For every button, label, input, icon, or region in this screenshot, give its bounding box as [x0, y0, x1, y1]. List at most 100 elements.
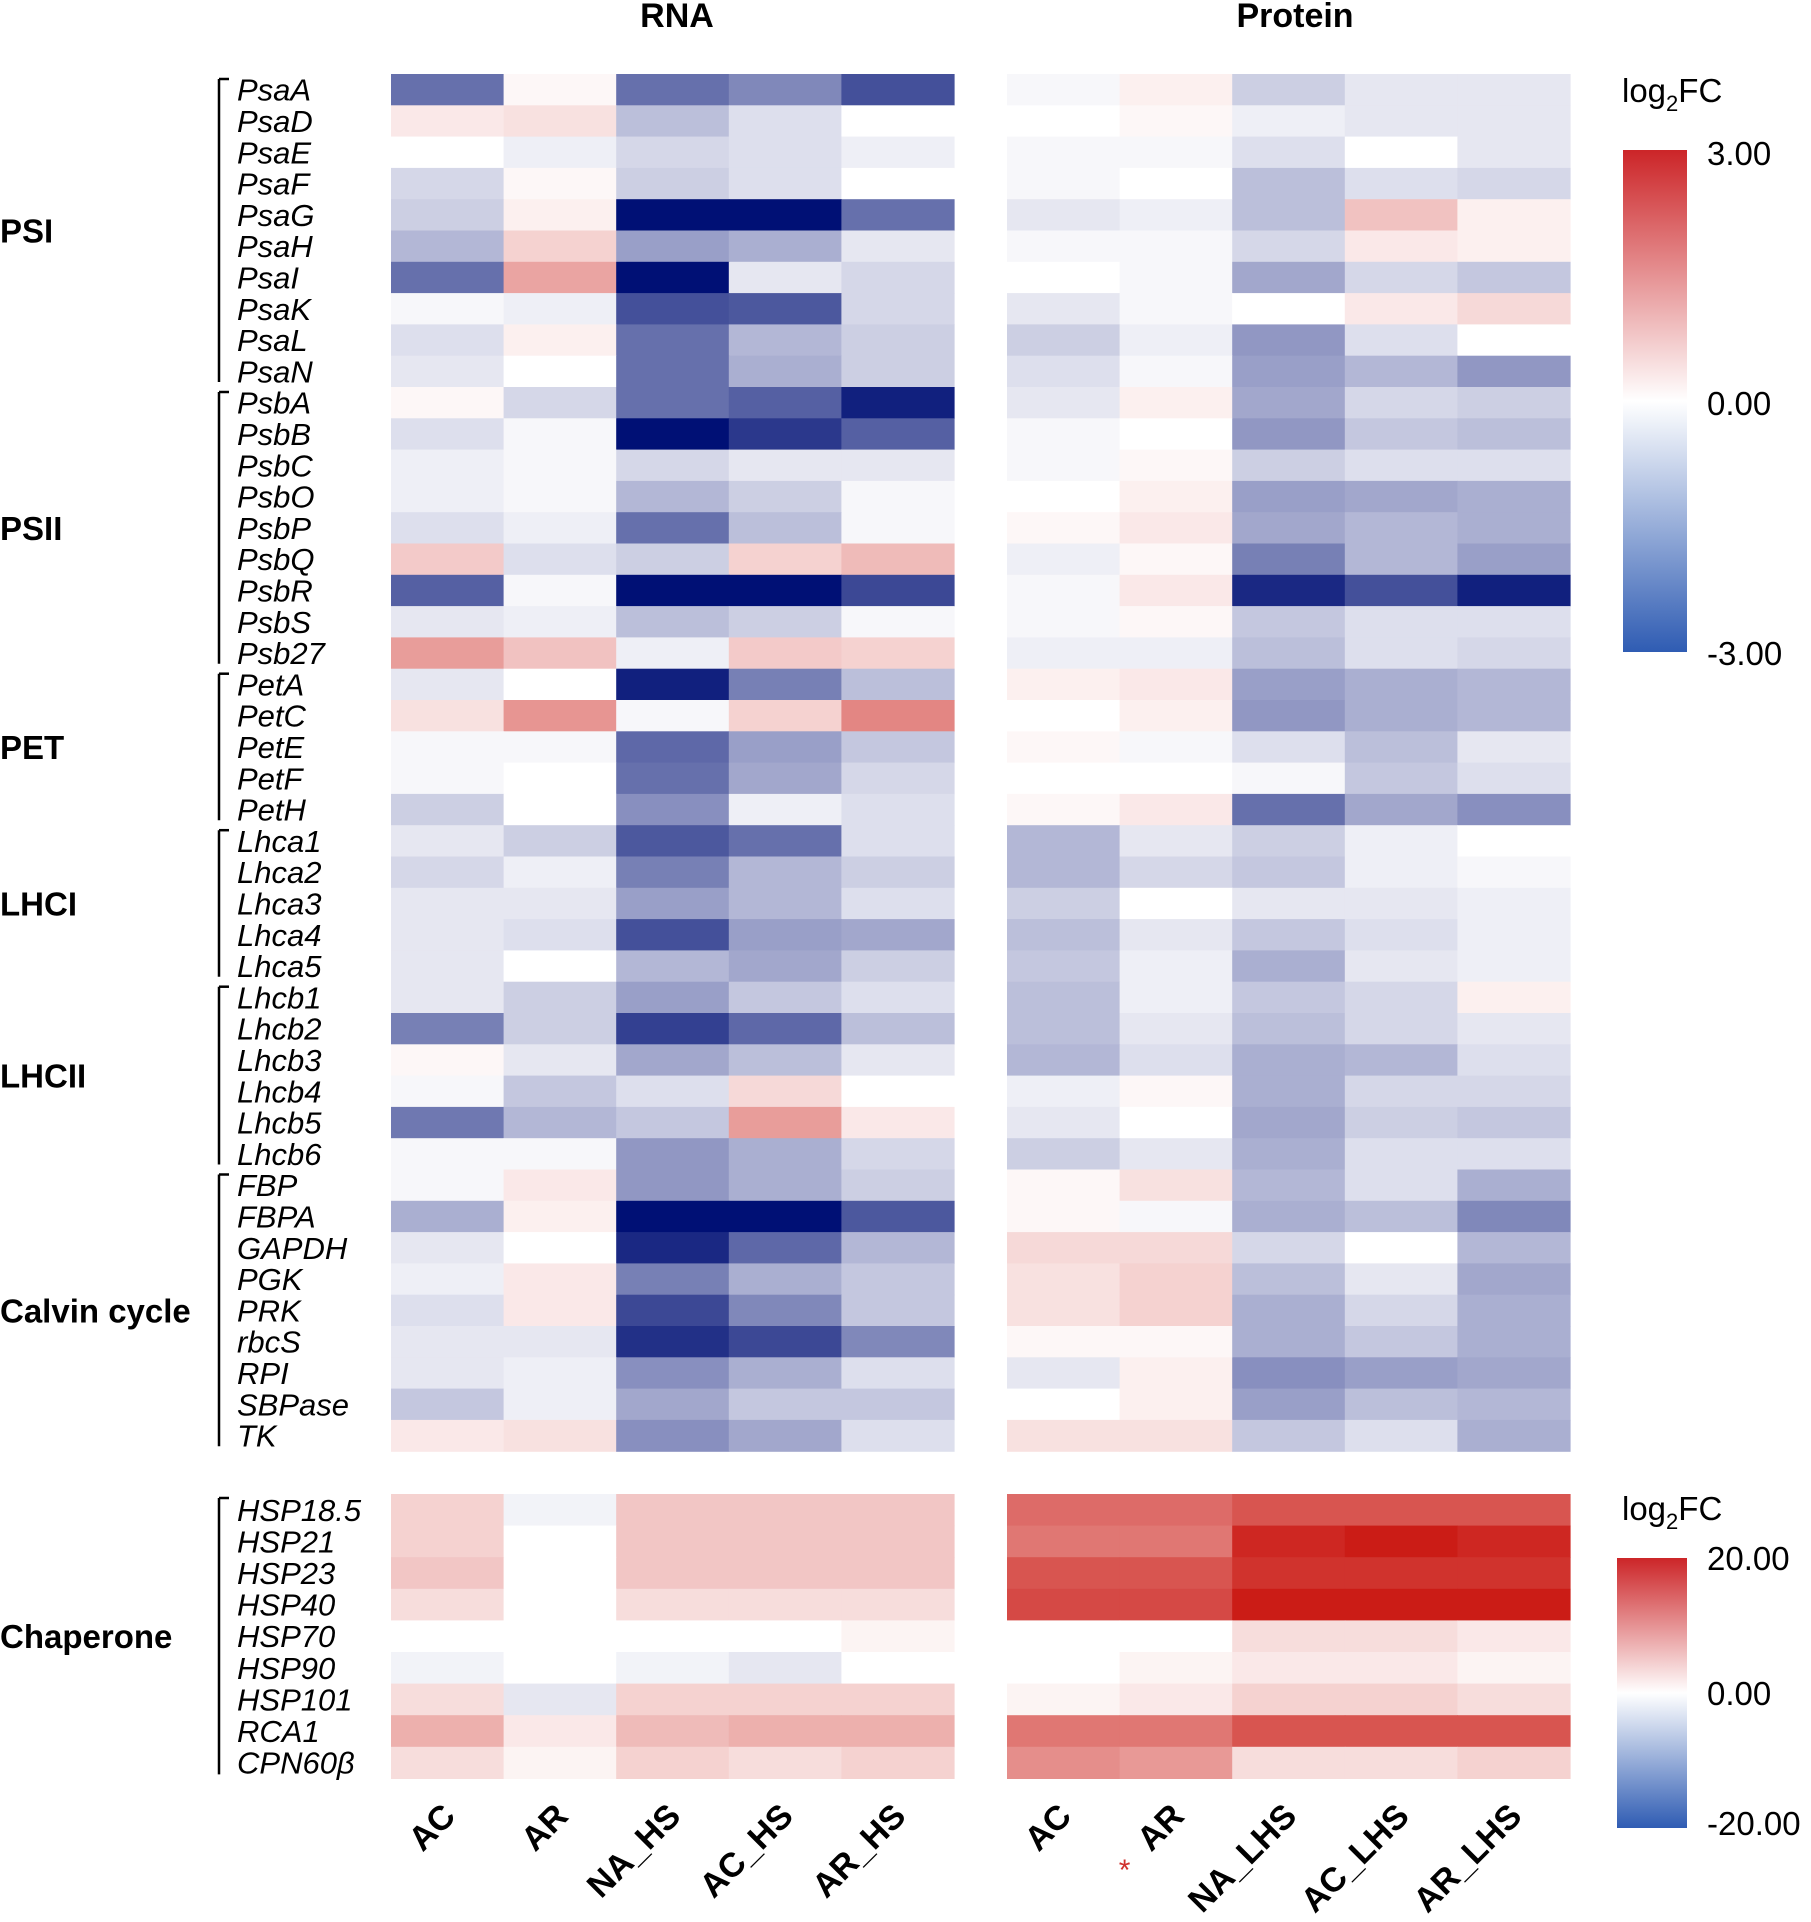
protein-top-cell-r35-c4 [1457, 1169, 1571, 1202]
protein-bottom-cell-r8-c4 [1457, 1746, 1571, 1779]
rna-top-cell-r5-c3 [728, 230, 842, 263]
rna-bottom-cell-r3-c2 [616, 1588, 730, 1621]
rna-top-cell-r29-c0 [391, 981, 505, 1014]
rna-bottom-cell-r5-c2 [616, 1652, 730, 1685]
gene-label: PsbS [237, 605, 311, 640]
protein-top-cell-r42-c4 [1457, 1388, 1571, 1421]
protein-top-cell-r8-c3 [1344, 324, 1458, 357]
rna-bottom-cell-r7-c3 [728, 1715, 842, 1748]
protein-column-label: NA_LHS [1181, 1797, 1304, 1920]
rna-top-cell-r2-c4 [841, 136, 955, 169]
rna-bottom-cell-r5-c1 [503, 1652, 617, 1685]
rna-top-cell-r33-c3 [728, 1106, 842, 1139]
rna-top-cell-r39-c3 [728, 1294, 842, 1327]
rna-top-cell-r38-c3 [728, 1263, 842, 1296]
protein-top-cell-r13-c0 [1007, 480, 1121, 513]
protein-top-cell-r18-c1 [1119, 637, 1233, 670]
rna-top-cell-r17-c4 [841, 606, 955, 638]
rna-bottom-cell-r2-c3 [728, 1557, 842, 1590]
rna-top-cell-r2-c2 [616, 136, 730, 169]
protein-top-cell-r16-c0 [1007, 574, 1121, 607]
top-rna-heatmap [391, 74, 955, 1452]
protein-top-cell-r1-c4 [1457, 105, 1571, 138]
rna-top-cell-r24-c2 [616, 825, 730, 858]
protein-top-cell-r24-c4 [1457, 825, 1571, 858]
protein-bottom-cell-r1-c1 [1119, 1525, 1233, 1558]
protein-top-cell-r7-c3 [1344, 293, 1458, 325]
rna-bottom-cell-r0-c0 [391, 1494, 505, 1527]
rna-bottom-cell-r0-c4 [841, 1494, 955, 1527]
protein-bottom-cell-r2-c1 [1119, 1557, 1233, 1590]
legend-bottom-mid: 0.00 [1707, 1675, 1771, 1712]
gene-label: FBP [237, 1168, 298, 1203]
protein-top-cell-r2-c2 [1232, 136, 1346, 169]
protein-top-cell-r17-c0 [1007, 606, 1121, 638]
protein-top-cell-r36-c4 [1457, 1200, 1571, 1233]
rna-top-cell-r39-c2 [616, 1294, 730, 1327]
rna-top-cell-r11-c4 [841, 418, 955, 451]
rna-top-cell-r16-c4 [841, 574, 955, 607]
rna-top-cell-r27-c0 [391, 919, 505, 951]
protein-top-cell-r39-c3 [1344, 1294, 1458, 1327]
rna-top-cell-r43-c2 [616, 1419, 730, 1452]
protein-top-cell-r12-c0 [1007, 449, 1121, 482]
gene-label: PGK [237, 1262, 304, 1297]
rna-top-cell-r18-c0 [391, 637, 505, 670]
protein-bottom-cell-r5-c1 [1119, 1652, 1233, 1685]
protein-top-cell-r20-c3 [1344, 700, 1458, 732]
rna-top-cell-r42-c0 [391, 1388, 505, 1421]
rna-bottom-cell-r6-c3 [728, 1683, 842, 1716]
protein-top-cell-r38-c3 [1344, 1263, 1458, 1296]
protein-top-cell-r26-c0 [1007, 887, 1121, 920]
protein-top-cell-r33-c3 [1344, 1106, 1458, 1139]
protein-top-cell-r24-c1 [1119, 825, 1233, 858]
protein-bottom-cell-r1-c0 [1007, 1525, 1121, 1558]
protein-top-cell-r43-c0 [1007, 1419, 1121, 1452]
gene-label: Lhca4 [237, 918, 321, 953]
rna-bottom-cell-r1-c0 [391, 1525, 505, 1558]
protein-top-cell-r3-c2 [1232, 167, 1346, 200]
protein-top-cell-r1-c3 [1344, 105, 1458, 138]
protein-top-cell-r29-c2 [1232, 981, 1346, 1014]
protein-top-cell-r5-c3 [1344, 230, 1458, 263]
rna-top-cell-r29-c3 [728, 981, 842, 1014]
protein-top-cell-r20-c2 [1232, 700, 1346, 732]
rna-bottom-cell-r7-c0 [391, 1715, 505, 1748]
protein-bottom-cell-r7-c4 [1457, 1715, 1571, 1748]
protein-column-label: AC [1017, 1797, 1079, 1859]
gene-label: HSP70 [237, 1619, 335, 1654]
protein-top-cell-r28-c2 [1232, 950, 1346, 983]
protein-top-cell-r18-c0 [1007, 637, 1121, 670]
protein-top-cell-r37-c4 [1457, 1232, 1571, 1264]
protein-top-cell-r0-c4 [1457, 74, 1571, 106]
protein-top-cell-r15-c4 [1457, 543, 1571, 576]
rna-top-cell-r30-c1 [503, 1013, 617, 1045]
rna-top-cell-r30-c4 [841, 1013, 955, 1045]
group-label: Chaperone [0, 1618, 172, 1655]
gene-label: PsbR [237, 573, 313, 608]
gene-label: Lhcb4 [237, 1074, 321, 1109]
protein-top-cell-r35-c3 [1344, 1169, 1458, 1202]
rna-top-cell-r11-c1 [503, 418, 617, 451]
protein-top-cell-r43-c1 [1119, 1419, 1233, 1452]
protein-top-cell-r25-c3 [1344, 856, 1458, 889]
gene-label: PsaL [237, 323, 308, 358]
protein-top-cell-r16-c3 [1344, 574, 1458, 607]
protein-top-cell-r19-c1 [1119, 668, 1233, 701]
gene-label: PsbA [237, 386, 311, 421]
protein-top-cell-r30-c0 [1007, 1013, 1121, 1045]
rna-bottom-cell-r3-c3 [728, 1588, 842, 1621]
protein-top-cell-r40-c4 [1457, 1326, 1571, 1358]
rna-bottom-cell-r7-c1 [503, 1715, 617, 1748]
protein-top-cell-r19-c4 [1457, 668, 1571, 701]
rna-top-cell-r26-c1 [503, 887, 617, 920]
rna-top-cell-r15-c3 [728, 543, 842, 576]
rna-top-cell-r5-c4 [841, 230, 955, 263]
protein-top-cell-r3-c4 [1457, 167, 1571, 200]
protein-top-cell-r1-c1 [1119, 105, 1233, 138]
rna-bottom-cell-r2-c0 [391, 1557, 505, 1590]
group-label: PSII [0, 510, 62, 547]
rna-bottom-cell-r5-c4 [841, 1652, 955, 1685]
rna-top-cell-r21-c0 [391, 731, 505, 764]
